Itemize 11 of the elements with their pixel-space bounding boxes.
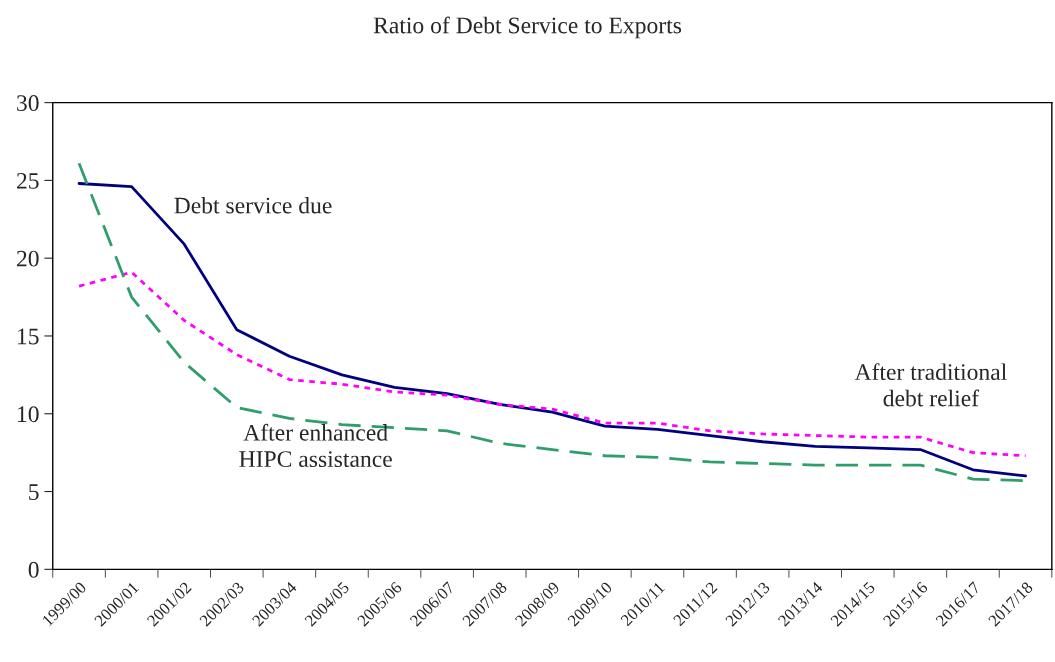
y-tick-label: 20 <box>16 250 39 267</box>
y-tick-label: 15 <box>18 328 39 345</box>
chart-title: Ratio of Debt Service to Exports <box>373 16 682 39</box>
y-tick-label: 30 <box>17 95 39 112</box>
y-tick-label: 5 <box>29 484 39 500</box>
series-label: After traditional debt relief <box>854 363 1007 407</box>
series-label: Debt service due <box>174 196 332 214</box>
series-label: After enhanced HIPC assistance <box>239 423 392 468</box>
y-tick-label: 10 <box>18 406 39 423</box>
y-tick-label: 0 <box>28 561 39 578</box>
y-tick-label: 25 <box>16 172 39 189</box>
